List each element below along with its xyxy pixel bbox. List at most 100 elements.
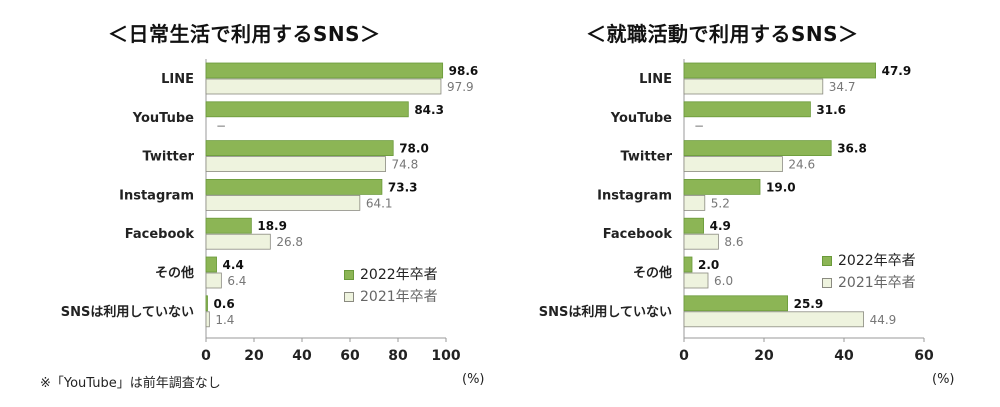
data-label-2021: 44.9 (870, 313, 897, 327)
chart-legend: 2022年卒者 2021年卒者 (344, 264, 438, 308)
legend-label-2021: 2021年卒者 (838, 275, 916, 291)
category-label: Facebook (125, 227, 195, 242)
category-label: Instagram (119, 188, 194, 203)
category-label: その他 (155, 265, 194, 281)
chart-job-hunting-sns: ＜就職活動で利用するSNS＞ 0 20 40 60 LINE 47.9 34.7 YouTub… (500, 0, 1000, 407)
bar-2022 (683, 217, 705, 234)
category-label: SNSは利用していない (61, 304, 194, 320)
category-label: Twitter (142, 150, 194, 165)
bar-2022 (683, 295, 788, 312)
bar-2021 (683, 78, 824, 95)
data-label-2022: 47.9 (882, 64, 912, 78)
category-label: YouTube (132, 111, 194, 126)
bar-2021 (683, 272, 709, 289)
x-tick-label: 60 (340, 348, 360, 364)
bar-2021 (205, 156, 386, 173)
footnote: ※「YouTube」は前年調査なし (40, 376, 221, 391)
legend-swatch-2022 (344, 270, 354, 280)
legend-swatch-2021 (344, 292, 354, 302)
chart-plot-area: 0 20 40 60 80 100 LINE 98.6 97.9 YouTube 84.3 − Twit… (61, 59, 479, 364)
category-label: LINE (639, 72, 672, 87)
x-tick-label: 60 (914, 348, 934, 364)
data-label-2022: 4.4 (223, 258, 244, 272)
category-label: Twitter (620, 150, 672, 165)
bar-2022 (205, 101, 409, 118)
legend-item-2021: 2021年卒者 (344, 286, 438, 308)
bar-2021 (683, 233, 719, 250)
x-tick-label: 40 (292, 348, 312, 364)
data-label-2021: 6.0 (714, 274, 733, 288)
data-label-2022: 73.3 (388, 180, 418, 194)
category-label: LINE (161, 72, 194, 87)
data-label-2022: 84.3 (414, 103, 444, 117)
data-label-2022: 18.9 (257, 219, 287, 233)
bar-2022 (683, 101, 811, 118)
bar-2022 (205, 178, 383, 195)
data-label-2021: 6.4 (227, 274, 246, 288)
category-label: SNSは利用していない (539, 304, 672, 320)
x-tick-label: 0 (201, 348, 211, 364)
data-label-2021: 97.9 (447, 80, 474, 94)
chart-plot-area: 0 20 40 60 LINE 47.9 34.7 YouTube 31.6 − Twitter 36… (539, 59, 934, 364)
category-label: その他 (633, 265, 672, 281)
bar-2022 (683, 178, 761, 195)
data-label-2022: 4.9 (710, 219, 731, 233)
category-label: YouTube (610, 111, 672, 126)
data-label-2021: 5.2 (711, 196, 730, 210)
legend-swatch-2022 (822, 256, 832, 266)
x-tick-label: 20 (244, 348, 264, 364)
bar-2021 (683, 311, 865, 328)
bar-2022 (205, 140, 394, 157)
data-label-2021: 8.6 (724, 235, 743, 249)
bar-2021 (205, 233, 271, 250)
category-label: Facebook (603, 227, 673, 242)
bar-2022 (205, 217, 252, 234)
unit-label: (%) (462, 372, 485, 387)
bar-2021 (205, 78, 442, 95)
data-label-2021: 1.4 (215, 313, 234, 327)
bar-2021 (205, 311, 210, 328)
legend-label-2021: 2021年卒者 (360, 289, 438, 305)
legend-item-2022: 2022年卒者 (344, 264, 438, 286)
legend-item-2022: 2022年卒者 (822, 250, 916, 272)
x-tick-label: 20 (754, 348, 774, 364)
data-label-2022: 25.9 (794, 297, 824, 311)
chart-legend: 2022年卒者 2021年卒者 (822, 250, 916, 294)
bar-2021 (683, 194, 706, 211)
bar-2022 (683, 256, 693, 273)
legend-item-2021: 2021年卒者 (822, 272, 916, 294)
data-label-2022: 19.0 (766, 180, 796, 194)
data-label-2021: − (694, 119, 704, 133)
legend-label-2022: 2022年卒者 (360, 267, 438, 283)
data-label-2022: 31.6 (816, 103, 846, 117)
data-label-2022: 98.6 (449, 64, 479, 78)
data-label-2022: 2.0 (698, 258, 719, 272)
x-tick-label: 40 (834, 348, 854, 364)
data-label-2021: 26.8 (276, 235, 303, 249)
data-label-2021: 34.7 (829, 80, 856, 94)
data-label-2021: 64.1 (366, 196, 393, 210)
data-label-2021: − (216, 119, 226, 133)
legend-label-2022: 2022年卒者 (838, 253, 916, 269)
data-label-2022: 36.8 (837, 142, 867, 156)
chart-daily-life-sns: ＜日常生活で利用するSNS＞ 0 20 40 60 80 100 LINE 98.6 97.9 Y… (40, 22, 485, 391)
bar-2021 (205, 194, 361, 211)
bar-2022 (683, 140, 832, 157)
chart-title: ＜日常生活で利用するSNS＞ (108, 22, 381, 46)
bar-2021 (683, 156, 783, 173)
bar-2022 (205, 295, 208, 312)
x-tick-label: 100 (431, 348, 460, 364)
category-label: Instagram (597, 188, 672, 203)
bar-2022 (205, 62, 444, 79)
bar-2022 (683, 62, 877, 79)
chart-title: ＜就職活動で利用するSNS＞ (586, 22, 859, 46)
data-label-2021: 74.8 (392, 158, 419, 172)
legend-swatch-2021 (822, 278, 832, 288)
data-label-2021: 24.6 (788, 158, 815, 172)
x-tick-label: 80 (388, 348, 408, 364)
bar-2021 (205, 272, 222, 289)
data-label-2022: 78.0 (399, 142, 429, 156)
x-tick-label: 0 (679, 348, 689, 364)
bar-2022 (205, 256, 217, 273)
data-label-2022: 0.6 (213, 297, 234, 311)
